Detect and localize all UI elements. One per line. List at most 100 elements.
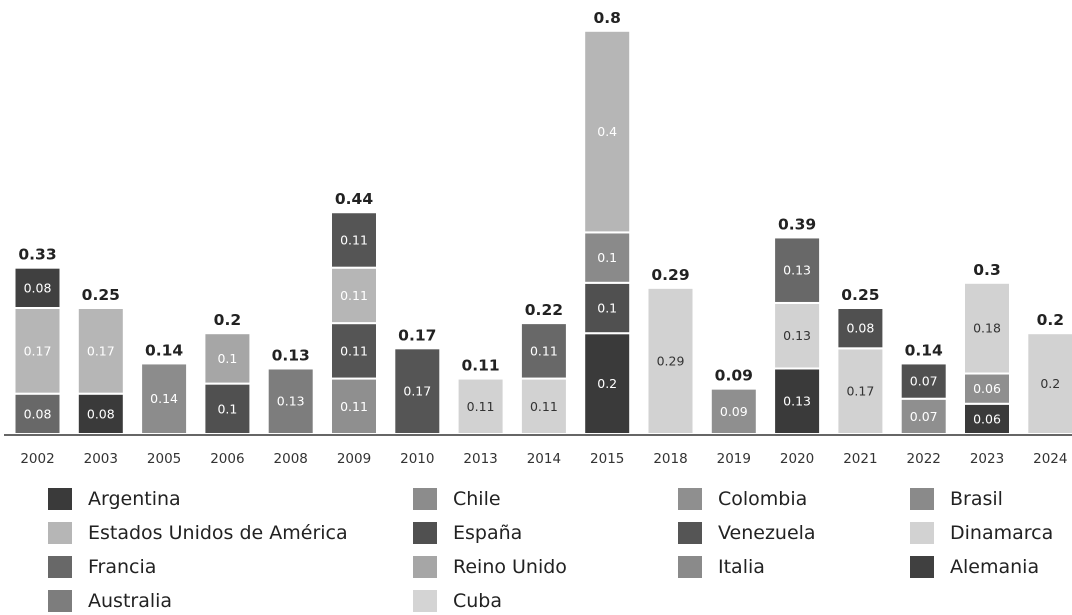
bar-segment — [963, 281, 1011, 375]
data-label: 0.08 — [846, 321, 874, 336]
data-label: 0.13 — [783, 328, 811, 343]
legend-label: Venezuela — [718, 522, 816, 544]
data-label: 0.17 — [846, 384, 874, 399]
bar-total-label: 0.39 — [778, 215, 816, 233]
data-label: 0.13 — [783, 394, 811, 409]
data-label: 0.11 — [340, 343, 368, 358]
bar-segment — [583, 332, 632, 436]
legend-swatch — [910, 556, 934, 578]
bar-total-label: 0.13 — [272, 346, 310, 364]
legend-item: Venezuela — [678, 521, 816, 545]
data-label: 0.08 — [24, 406, 52, 421]
data-label: 0.17 — [87, 343, 115, 358]
bar-segment — [583, 231, 632, 284]
x-tick-label: 2014 — [527, 451, 561, 467]
bar-total-label: 0.33 — [18, 246, 56, 264]
legend-swatch — [910, 522, 934, 544]
bar-total-label: 0.25 — [841, 286, 879, 304]
x-tick-label: 2009 — [337, 451, 371, 467]
x-tick-label: 2005 — [147, 451, 181, 467]
bar-total-label: 0.17 — [398, 326, 436, 344]
data-label: 0.06 — [973, 411, 1001, 426]
x-tick-label: 2019 — [717, 451, 751, 467]
bar-segment — [899, 397, 948, 435]
bar-segment — [836, 307, 885, 350]
legend-swatch — [48, 556, 72, 578]
bar-segment — [773, 236, 822, 304]
data-label: 0.11 — [530, 343, 558, 358]
data-label: 0.17 — [24, 343, 52, 358]
legend-item: Estados Unidos de América — [48, 521, 348, 545]
bar-segment — [393, 347, 442, 436]
bar-total-label: 0.44 — [335, 190, 373, 208]
bar-segment — [330, 377, 378, 435]
bar-segment — [266, 367, 315, 436]
legend-swatch — [910, 488, 934, 510]
legend-swatch — [413, 522, 437, 544]
legend-swatch — [678, 522, 702, 544]
data-label: 0.17 — [403, 384, 431, 399]
data-label: 0.11 — [467, 399, 495, 414]
legend-label: Colombia — [718, 488, 808, 510]
data-label: 0.11 — [530, 399, 558, 414]
legend-swatch — [48, 488, 72, 510]
legend-swatch — [678, 556, 702, 578]
bar-total-label: 0.25 — [82, 286, 120, 304]
bar-segment — [709, 387, 758, 436]
legend-swatch — [48, 590, 72, 612]
x-tick-label: 2024 — [1033, 451, 1067, 467]
data-label: 0.2 — [597, 376, 617, 391]
data-label: 0.09 — [720, 404, 748, 419]
legend-swatch — [413, 488, 437, 510]
data-label: 0.29 — [657, 353, 685, 368]
legend-swatch — [413, 590, 437, 612]
bar-segment — [963, 372, 1011, 405]
x-tick-label: 2022 — [907, 451, 941, 467]
bar-total-label: 0.3 — [973, 261, 1000, 279]
legend-label: Cuba — [453, 590, 503, 612]
x-tick-label: 2003 — [84, 451, 118, 467]
bar-segment — [203, 332, 252, 385]
legend-item: Australia — [48, 589, 172, 613]
legend: Argentina Chile Colombia Brasil Estados Unid… — [48, 487, 1072, 615]
data-label: 0.13 — [277, 394, 305, 409]
legend-label: Italia — [718, 556, 765, 578]
bar-total-label: 0.22 — [525, 301, 563, 319]
data-label: 0.4 — [597, 124, 617, 139]
data-label: 0.1 — [217, 401, 237, 416]
bar-segment — [836, 347, 885, 436]
bar-segment — [76, 392, 125, 435]
data-label: 0.06 — [973, 381, 1001, 396]
x-tick-label: 2002 — [20, 451, 54, 467]
data-label: 0.13 — [783, 263, 811, 278]
x-tick-label: 2010 — [400, 451, 434, 467]
data-label: 0.11 — [340, 399, 368, 414]
bar-total-label: 0.2 — [1037, 311, 1064, 329]
x-tick-label: 2021 — [843, 451, 877, 467]
legend-label: Dinamarca — [950, 522, 1054, 544]
bar-segment — [330, 322, 378, 380]
bar-segment — [13, 307, 62, 395]
legend-item: Dinamarca — [910, 521, 1053, 545]
data-label: 0.1 — [597, 301, 617, 316]
legend-swatch — [48, 522, 72, 544]
bar-segment — [13, 266, 62, 309]
bar-segment — [330, 266, 378, 325]
legend-swatch — [678, 488, 702, 510]
legend-item: Cuba — [413, 589, 502, 613]
bar-total-label: 0.29 — [651, 266, 689, 284]
data-label: 0.11 — [340, 232, 368, 247]
x-tick-label: 2006 — [210, 451, 244, 467]
legend-item: España — [413, 521, 522, 545]
legend-label: Australia — [88, 590, 173, 612]
legend-label: Estados Unidos de América — [88, 522, 348, 544]
legend-item: Argentina — [48, 487, 181, 511]
legend-label: Alemania — [950, 556, 1040, 578]
legend-label: Argentina — [88, 488, 181, 510]
bar-total-label: 0.14 — [905, 341, 943, 359]
data-label: 0.08 — [87, 406, 115, 421]
data-label: 0.2 — [1040, 376, 1060, 391]
bar-segment — [773, 301, 822, 370]
bar-segment — [519, 322, 568, 380]
data-label: 0.1 — [597, 250, 617, 265]
